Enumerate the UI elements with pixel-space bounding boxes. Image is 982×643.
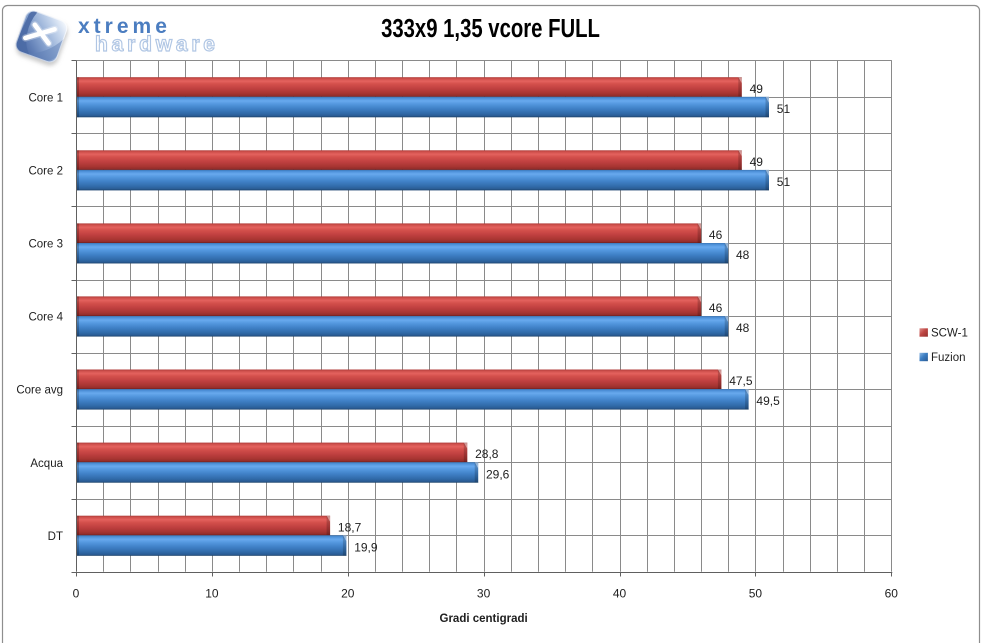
- svg-text:Core 2: Core 2: [28, 166, 63, 178]
- svg-text:46: 46: [709, 301, 723, 315]
- svg-text:60: 60: [885, 587, 899, 601]
- svg-text:47,5: 47,5: [729, 374, 753, 388]
- svg-text:40: 40: [613, 587, 627, 601]
- svg-text:Acqua: Acqua: [30, 458, 63, 470]
- svg-text:46: 46: [709, 228, 723, 242]
- svg-text:29,6: 29,6: [486, 467, 510, 481]
- svg-text:Fuzion: Fuzion: [931, 352, 966, 364]
- svg-text:DT: DT: [48, 531, 63, 543]
- svg-text:48: 48: [736, 248, 750, 262]
- svg-text:49: 49: [750, 155, 764, 169]
- svg-text:20: 20: [341, 587, 355, 601]
- svg-text:Core 3: Core 3: [28, 239, 63, 251]
- svg-text:Core 4: Core 4: [28, 312, 63, 324]
- svg-text:Core avg: Core avg: [16, 385, 63, 397]
- svg-text:0: 0: [73, 587, 80, 601]
- svg-text:Gradi centigradi: Gradi centigradi: [440, 613, 528, 625]
- svg-text:19,9: 19,9: [354, 540, 378, 554]
- svg-text:49,5: 49,5: [756, 394, 780, 408]
- svg-text:333x9 1,35 vcore FULL: 333x9 1,35 vcore FULL: [381, 14, 600, 43]
- svg-text:48: 48: [736, 321, 750, 335]
- svg-text:30: 30: [477, 587, 491, 601]
- svg-text:50: 50: [749, 587, 763, 601]
- svg-text:10: 10: [205, 587, 219, 601]
- svg-text:49: 49: [750, 82, 764, 96]
- svg-text:51: 51: [777, 175, 791, 189]
- svg-text:18,7: 18,7: [338, 520, 362, 534]
- svg-text:51: 51: [777, 102, 791, 116]
- svg-text:Core 1: Core 1: [28, 92, 63, 104]
- svg-text:28,8: 28,8: [475, 447, 499, 461]
- svg-text:SCW-1: SCW-1: [931, 328, 968, 340]
